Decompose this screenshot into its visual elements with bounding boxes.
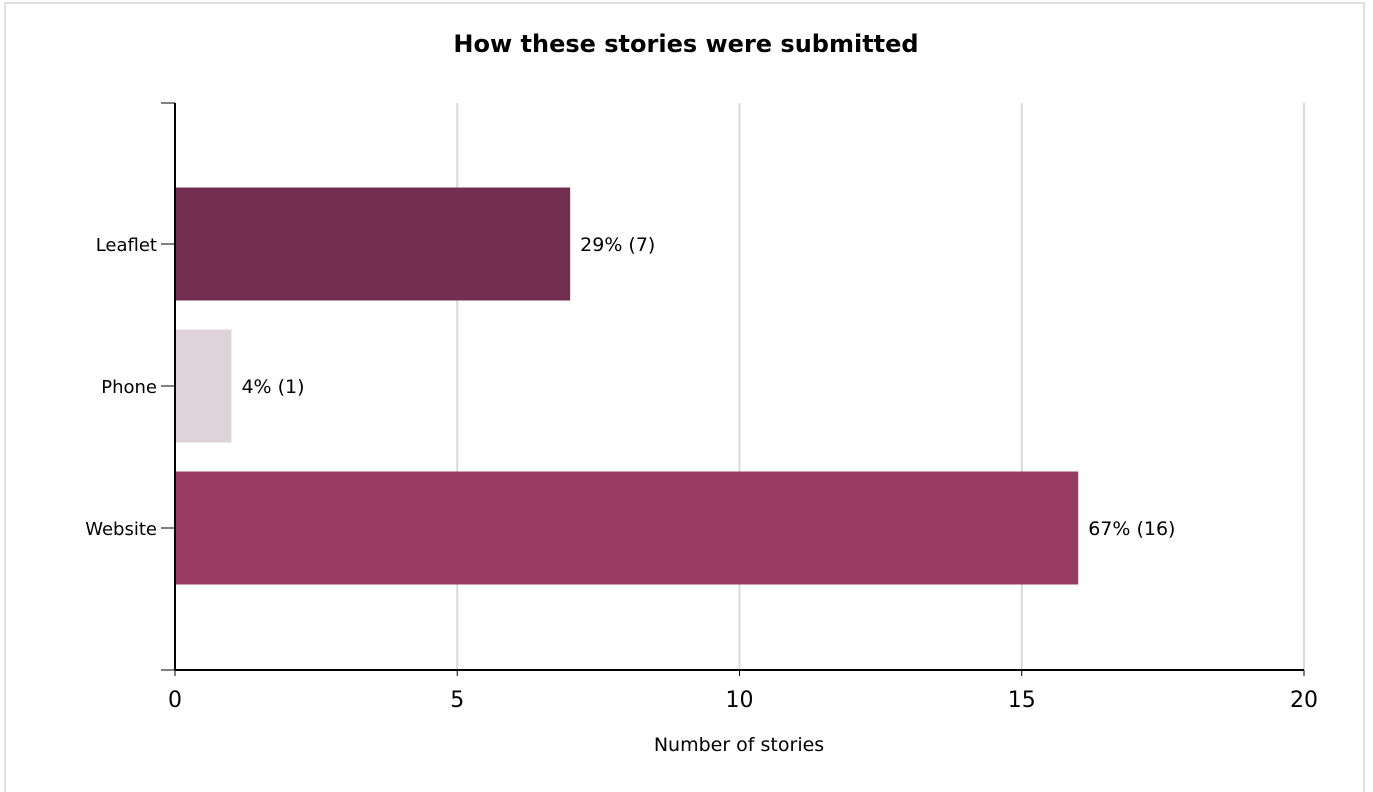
x-tick-label: 0 bbox=[168, 688, 182, 713]
chart-frame bbox=[4, 2, 1365, 792]
data-label: 67% (16) bbox=[1088, 518, 1175, 540]
x-tick-label: 5 bbox=[450, 688, 464, 713]
chart-title: How these stories were submitted bbox=[453, 30, 918, 58]
bars-group: 29% (7) 4% (1) 67% (16) bbox=[175, 187, 1175, 585]
x-tick-label: 20 bbox=[1290, 688, 1318, 713]
axes-group: Leaflet Phone Website 0 5 10 15 20 bbox=[85, 102, 1318, 713]
category-label: Website bbox=[85, 519, 157, 540]
x-axis-title: Number of stories bbox=[654, 734, 824, 756]
bar-phone bbox=[175, 329, 232, 443]
category-label: Phone bbox=[101, 377, 157, 398]
grid-lines bbox=[456, 103, 1305, 670]
data-label: 4% (1) bbox=[241, 376, 304, 398]
x-tick-label: 15 bbox=[1008, 688, 1036, 713]
category-label: Leaflet bbox=[96, 235, 157, 256]
data-label: 29% (7) bbox=[580, 234, 655, 256]
bar-leaflet bbox=[175, 187, 571, 301]
x-tick-label: 10 bbox=[726, 688, 754, 713]
bar-website bbox=[175, 471, 1079, 585]
